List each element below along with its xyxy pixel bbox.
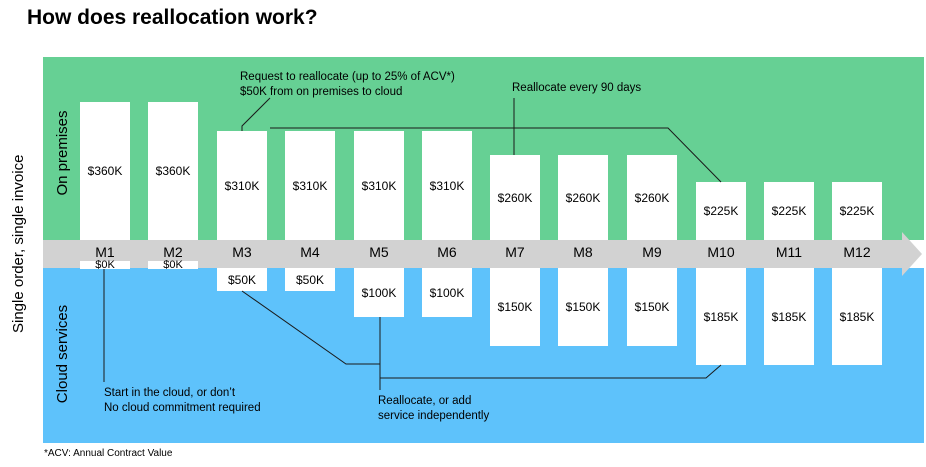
month-label-m1: M1 — [95, 244, 115, 260]
onprem-connector-line — [270, 127, 722, 183]
onprem-box-m7: $260K — [490, 155, 540, 240]
cloud-value-m2: $0K — [163, 259, 183, 271]
cloud-box-m4: $50K — [285, 268, 335, 291]
onprem-box-m5: $310K — [354, 131, 404, 240]
month-label-m12: M12 — [843, 244, 871, 260]
onprem-box-m3: $310K — [217, 131, 267, 240]
timeline-arrow-icon — [902, 232, 922, 276]
month-label-m9: M9 — [642, 244, 662, 260]
cloud-box-m5: $100K — [354, 268, 404, 317]
onprem-box-m9: $260K — [627, 155, 677, 240]
cloud-box-m9: $150K — [627, 268, 677, 346]
onprem-connector-line — [241, 97, 271, 131]
cloud-box-m8: $150K — [558, 268, 608, 346]
month-label-m3: M3 — [232, 244, 252, 260]
cloud-box-m3: $50K — [217, 268, 267, 291]
cloud-box-m7: $150K — [490, 268, 540, 346]
footnote: *ACV: Annual Contract Value — [44, 448, 173, 459]
onprem-box-m8: $260K — [558, 155, 608, 240]
onprem-box-m11: $225K — [764, 182, 814, 240]
onprem-box-m6: $310K — [422, 131, 472, 240]
request-annotation-line1: Request to reallocate (up to 25% of ACV*… — [240, 71, 455, 83]
reallocate-annotation-line2: service independently — [378, 410, 490, 422]
cloud-value-m1: $0K — [95, 259, 115, 271]
cloud-box-m12: $185K — [832, 268, 882, 365]
reallocate-annotation-line1: Reallocate, or add — [378, 395, 472, 407]
start-cloud-annotation-line2: No cloud commitment required — [104, 402, 261, 414]
onprem-box-m4: $310K — [285, 131, 335, 240]
month-label-m7: M7 — [505, 244, 525, 260]
month-label-m8: M8 — [573, 244, 593, 260]
cloud-connector-line — [380, 364, 722, 379]
cloud-box-m10: $185K — [696, 268, 746, 365]
month-label-m6: M6 — [437, 244, 457, 260]
onprem-box-m1: $360K — [80, 102, 130, 240]
cloud-box-m2 — [148, 261, 198, 269]
month-label-m11: M11 — [775, 244, 803, 260]
month-label-m2: M2 — [163, 244, 183, 260]
onprem-box-m12: $225K — [832, 182, 882, 240]
cloud-box-m1 — [80, 261, 130, 269]
page-title: How does reallocation work? — [27, 6, 318, 29]
onprem-box-m2: $360K — [148, 102, 198, 240]
month-label-m4: M4 — [300, 244, 320, 260]
month-label-m5: M5 — [369, 244, 389, 260]
cloud-box-m6: $100K — [422, 268, 472, 317]
cloud-connector-line — [241, 290, 380, 365]
month-label-m10: M10 — [707, 244, 735, 260]
request-annotation-line2: $50K from on premises to cloud — [240, 86, 403, 98]
onprem-box-m10: $225K — [696, 182, 746, 240]
start-cloud-annotation-line1: Start in the cloud, or don’t — [104, 387, 236, 399]
every-90-days-annotation: Reallocate every 90 days — [512, 82, 642, 94]
cloud-box-m11: $185K — [764, 268, 814, 365]
